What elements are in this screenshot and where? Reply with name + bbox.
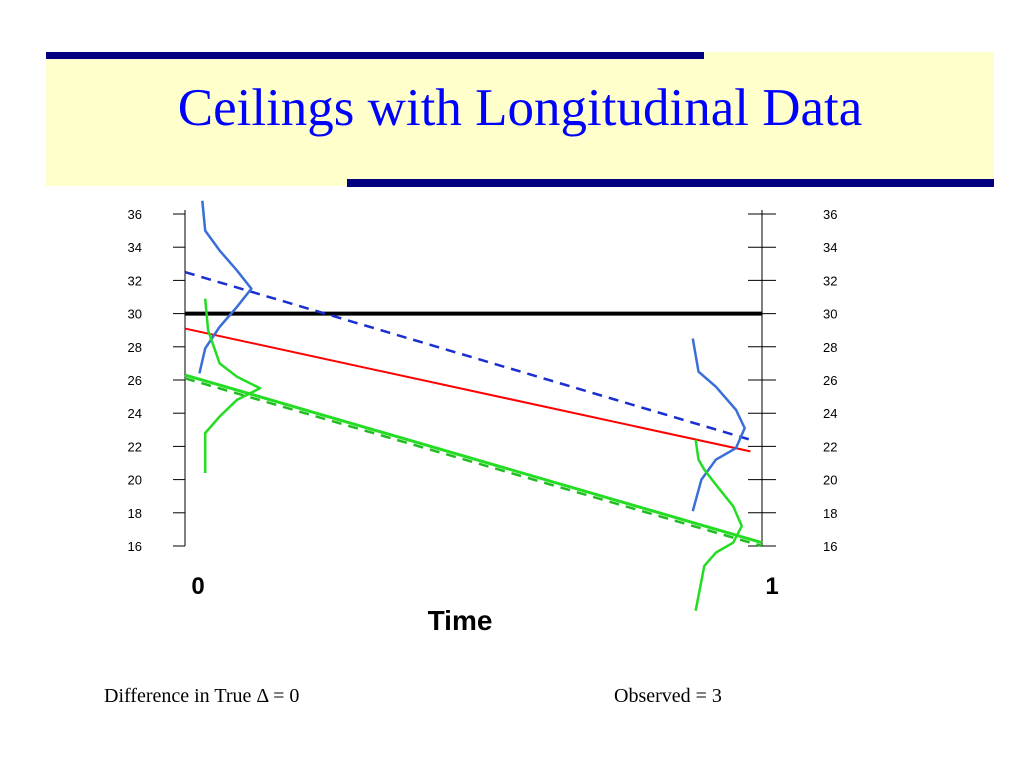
left-y-tick-label: 24 — [128, 406, 142, 421]
green-trend-line — [184, 373, 763, 545]
chart: 16 16 18 18 20 20 22 22 24 24 26 26 28 28 30 30 32 32 34 34… — [128, 200, 837, 636]
caption-difference: Difference in True Δ = 0 — [104, 685, 300, 707]
title-bottom-rule — [347, 179, 994, 187]
blue-distribution-curve — [691, 338, 746, 512]
left-y-tick-label: 34 — [128, 240, 142, 255]
left-y-tick-label: 32 — [128, 273, 142, 288]
blue-distribution-curve — [198, 200, 253, 374]
left-y-tick-label: 26 — [128, 373, 142, 388]
left-y-tick-label: 28 — [128, 340, 142, 355]
true-trend-line — [184, 327, 751, 453]
green-distribution-curve — [203, 298, 262, 473]
left-y-tick-label: 20 — [128, 473, 142, 488]
right-y-tick-label: 26 — [823, 373, 837, 388]
right-y-tick-label: 28 — [823, 340, 837, 355]
right-y-tick-label: 32 — [823, 273, 837, 288]
left-y-tick-label: 18 — [128, 506, 142, 521]
right-y-tick-label: 20 — [823, 473, 837, 488]
left-y-tick-label: 22 — [128, 439, 142, 454]
right-y-tick-label: 22 — [823, 439, 837, 454]
right-y-tick-label: 16 — [823, 539, 837, 554]
left-y-tick-label: 36 — [128, 207, 142, 222]
x-axis-label: Time — [428, 605, 493, 636]
title-band — [46, 52, 994, 186]
x-tick-label: 1 — [765, 573, 778, 600]
right-y-tick-label: 18 — [823, 506, 837, 521]
blue-dashed-trend-line — [184, 270, 751, 441]
right-y-tick-label: 34 — [823, 240, 837, 255]
title-top-rule — [46, 52, 704, 59]
left-y-tick-label: 16 — [128, 539, 142, 554]
right-y-tick-label: 36 — [823, 207, 837, 222]
right-y-tick-label: 24 — [823, 406, 837, 421]
slide-title: Ceilings with Longitudinal Data — [177, 79, 863, 137]
green-dashed-trend-line — [184, 377, 763, 548]
x-tick-label: 0 — [191, 573, 204, 600]
right-y-tick-label: 30 — [823, 307, 837, 322]
left-y-tick-label: 30 — [128, 307, 142, 322]
green-distribution-curve — [694, 439, 744, 611]
caption-observed: Observed = 3 — [614, 685, 722, 707]
